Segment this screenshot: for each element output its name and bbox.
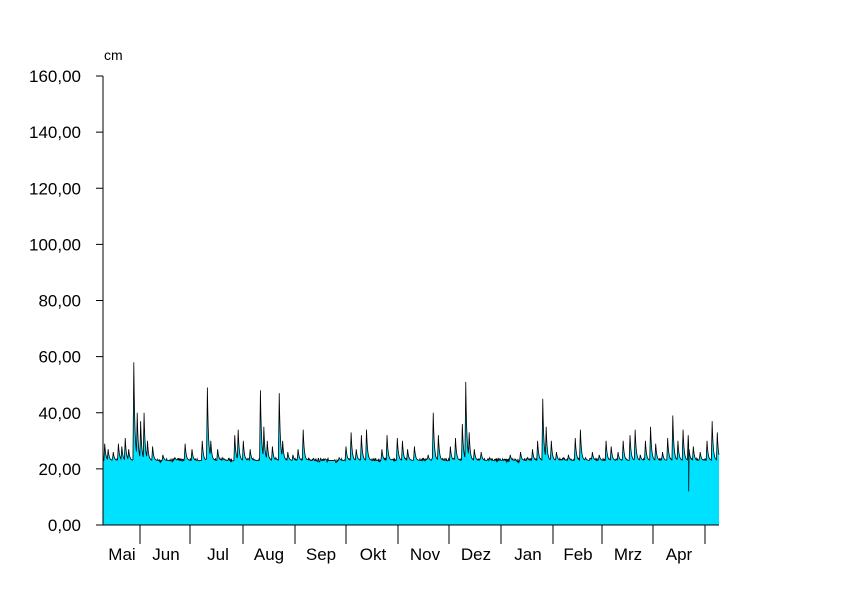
x-month-label: Feb (563, 545, 592, 564)
x-month-label: Mai (108, 545, 135, 564)
y-tick-label: 140,00 (29, 123, 81, 142)
y-tick-label: 100,00 (29, 235, 81, 254)
y-tick-label: 40,00 (38, 404, 81, 423)
x-month-label: Dez (461, 545, 491, 564)
x-month-label: Jul (207, 545, 229, 564)
x-month-label: Aug (254, 545, 284, 564)
y-tick-label: 20,00 (38, 460, 81, 479)
y-tick-label: 160,00 (29, 67, 81, 86)
x-month-label: Jan (514, 545, 541, 564)
y-tick-label: 60,00 (38, 348, 81, 367)
series-line (102, 362, 720, 492)
x-month-label: Mrz (614, 545, 642, 564)
y-tick-label: 80,00 (38, 292, 81, 311)
y-axis: 0,00 20,00 40,00 60,00 80,00 100,00 120,00 140,… (29, 67, 104, 535)
x-month-label: Okt (360, 545, 387, 564)
x-month-label: Sep (306, 545, 336, 564)
series-area-fill (103, 362, 719, 525)
y-axis-unit-label: cm (104, 47, 123, 63)
x-month-label: Nov (410, 545, 441, 564)
x-month-label: Apr (666, 545, 693, 564)
x-axis: Mai Jun Jul Aug Sep Okt Nov Dez Jan Feb Mrz Apr (103, 524, 719, 564)
x-month-label: Jun (152, 545, 179, 564)
y-tick-label: 120,00 (29, 179, 81, 198)
y-tick-label: 0,00 (48, 516, 81, 535)
plot-area (102, 362, 720, 525)
